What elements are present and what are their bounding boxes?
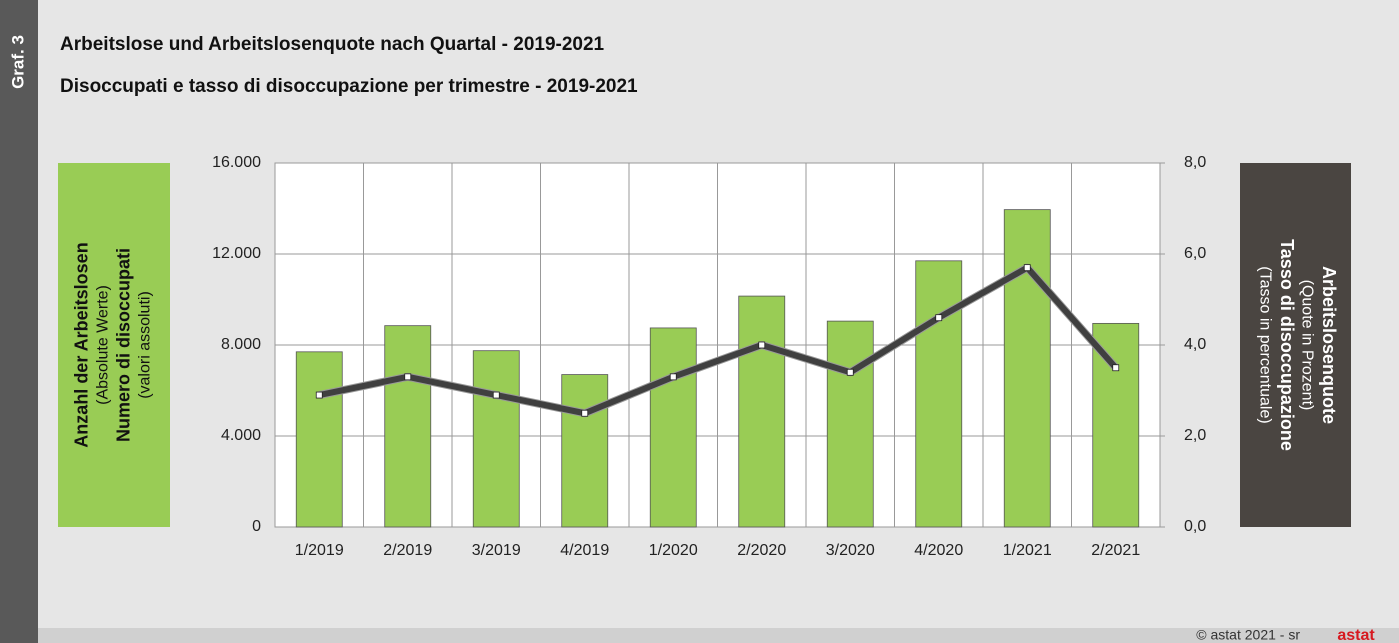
y2-tick-label: 6,0	[1184, 245, 1206, 262]
y2-tick-label: 2,0	[1184, 427, 1206, 444]
line-marker	[669, 373, 677, 381]
line-marker	[315, 391, 323, 399]
line-marker	[846, 368, 854, 376]
footer-strip	[38, 628, 1399, 643]
y-axis-label: Numero di disoccupati	[113, 248, 133, 442]
y-tick-label: 16.000	[212, 154, 261, 171]
y2-axis-label: (Tasso in percentuale)	[1256, 266, 1273, 423]
bar	[915, 260, 963, 528]
y-label-box	[58, 163, 170, 527]
y2-tick-label: 4,0	[1184, 336, 1206, 353]
line-marker	[758, 341, 766, 349]
bar	[472, 350, 520, 528]
y-tick-label: 0	[252, 518, 261, 535]
bar	[384, 325, 432, 528]
x-tick-label: 3/2020	[826, 542, 875, 559]
y2-axis-label: Arbeitslosenquote	[1319, 266, 1339, 424]
line-marker	[1023, 264, 1031, 272]
y-axis-label: Anzahl der Arbeitslosen	[71, 242, 91, 447]
x-tick-label: 1/2019	[295, 542, 344, 559]
line	[318, 264, 1118, 417]
bar	[738, 295, 786, 528]
x-tick-label: 4/2020	[914, 542, 963, 559]
line-marker	[1112, 364, 1120, 372]
y-tick-label: 12.000	[212, 245, 261, 262]
footer: © astat 2021 - sr	[1196, 627, 1300, 643]
y2-axis-label: Tasso di disoccupazione	[1277, 239, 1297, 451]
y-tick-label: 4.000	[221, 427, 261, 444]
logo: astat	[1337, 627, 1375, 643]
x-tick-label: 3/2019	[472, 542, 521, 559]
y-axis-label: (Absolute Werte)	[95, 285, 112, 405]
y2-tick-label: 0,0	[1184, 518, 1206, 535]
x-tick-label: 2/2020	[737, 542, 786, 559]
line-marker	[492, 391, 500, 399]
x-tick-label: 2/2021	[1091, 542, 1140, 559]
x-tick-label: 1/2020	[649, 542, 698, 559]
bar	[826, 320, 874, 528]
y2-axis-label: (Quote in Prozent)	[1298, 280, 1315, 411]
x-tick-label: 4/2019	[560, 542, 609, 559]
bar	[295, 351, 343, 528]
y2-label-box	[1240, 163, 1351, 527]
chart-subtitle: Disoccupati e tasso di disoccupazione pe…	[60, 76, 638, 97]
x-tick-label: 1/2021	[1003, 542, 1052, 559]
chart-title: Arbeitslose und Arbeitslosenquote nach Q…	[60, 34, 605, 55]
bar	[649, 327, 697, 528]
side-strip	[0, 0, 38, 643]
line-marker	[404, 373, 412, 381]
graph-label: Graf. 3	[8, 35, 27, 89]
line-marker	[935, 314, 943, 322]
y-tick-label: 8.000	[221, 336, 261, 353]
y2-tick-label: 8,0	[1184, 154, 1206, 171]
x-tick-label: 2/2019	[383, 542, 432, 559]
bar	[1092, 322, 1140, 528]
line-marker	[581, 409, 589, 417]
bar	[1003, 209, 1051, 528]
bar	[561, 374, 609, 528]
y-axis-label: (valori assoluti)	[137, 291, 154, 399]
